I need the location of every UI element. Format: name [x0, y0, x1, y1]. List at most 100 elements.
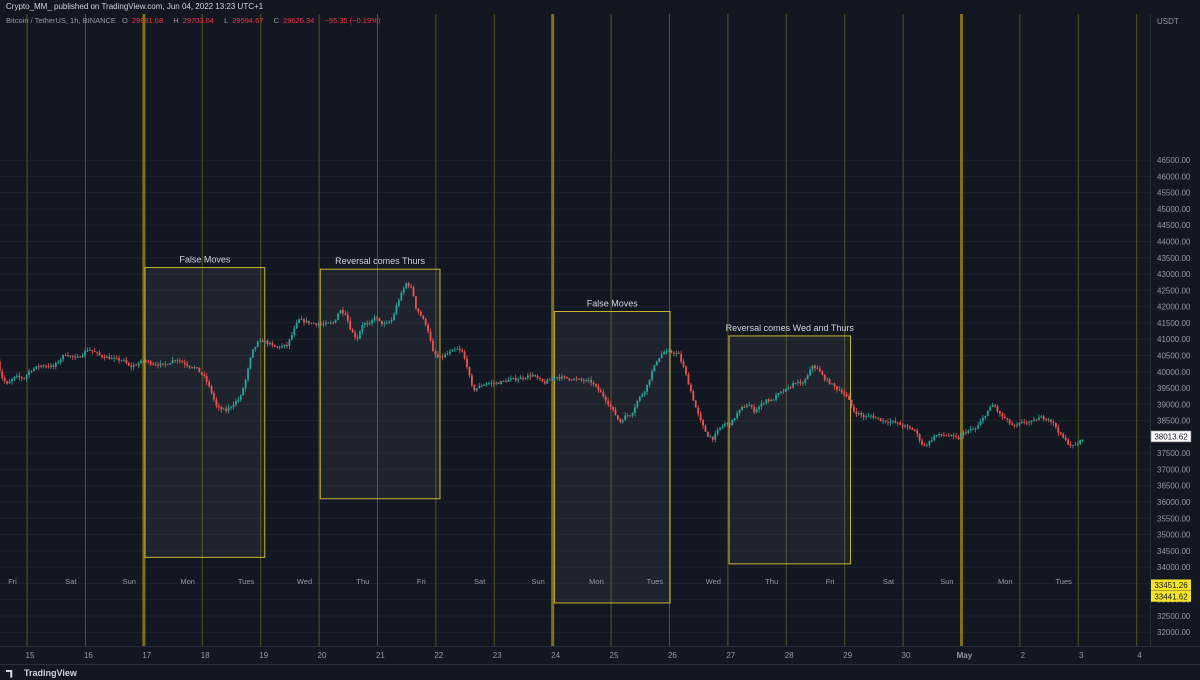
candle-body	[947, 435, 950, 437]
candle-body	[473, 385, 476, 391]
candle-body	[254, 346, 257, 350]
candle-body	[105, 356, 108, 359]
candle-body	[1045, 419, 1048, 421]
candle-body	[346, 314, 349, 321]
weekday-label: Mon	[589, 577, 604, 586]
candle-body	[3, 377, 6, 382]
time-axis[interactable]: 15 16 17 18 19 20 21 22 23 24 25 26 27 28 29 30 May 2 3 4	[0, 646, 1200, 661]
candle-body	[648, 379, 651, 385]
candle-body	[373, 317, 376, 320]
candle-body	[926, 444, 928, 446]
candle-body	[154, 364, 157, 366]
candle-body	[96, 352, 99, 353]
candle-body	[762, 402, 765, 404]
candle-body	[269, 343, 271, 345]
candle-body	[1023, 421, 1026, 423]
candle-body	[52, 365, 55, 367]
candle-body	[770, 399, 773, 401]
candle-body	[293, 328, 296, 335]
candle-body	[655, 361, 658, 366]
candle-body	[726, 423, 729, 424]
candle-body	[784, 388, 787, 392]
annotation-box[interactable]	[728, 335, 852, 565]
candle-body	[1035, 419, 1038, 421]
candle-body	[98, 352, 101, 356]
candle-body	[969, 429, 972, 431]
candle-body	[585, 379, 588, 381]
candle-body	[563, 376, 566, 378]
candle-body	[434, 351, 437, 355]
x-tick-label: 20	[318, 651, 327, 660]
candle-body	[646, 384, 648, 392]
annotation-box[interactable]	[553, 311, 671, 604]
candle-body	[93, 351, 96, 353]
candle-body	[54, 362, 57, 367]
candle-body	[220, 407, 223, 410]
candle-body	[848, 396, 850, 400]
candle-body	[814, 365, 816, 369]
candle-body	[307, 320, 310, 324]
weekday-label: Sun	[940, 577, 953, 586]
candle-body	[359, 331, 361, 339]
candle-body	[702, 420, 704, 426]
candle-body	[1025, 422, 1028, 424]
candle-body	[388, 321, 391, 324]
annotation-box[interactable]	[144, 267, 266, 558]
candle-body	[354, 332, 356, 338]
candle-body	[176, 360, 179, 362]
x-tick-label: 15	[26, 651, 35, 660]
y-tick-label: 42500.00	[1157, 286, 1191, 295]
candle-body	[497, 382, 500, 385]
candle-body	[699, 413, 702, 421]
candle-body	[169, 363, 172, 365]
candle-body	[453, 349, 456, 350]
candle-body	[144, 360, 147, 362]
candle-body	[996, 406, 999, 412]
candle-body	[1076, 444, 1079, 445]
candle-body	[361, 324, 364, 332]
candle-body	[981, 417, 984, 422]
candle-body	[298, 319, 301, 323]
candle-body	[125, 359, 128, 364]
tradingview-logo[interactable]: TradingView	[6, 668, 77, 678]
candle-body	[1079, 440, 1082, 445]
candle-body	[137, 363, 140, 366]
symbol-label[interactable]: Bitcoin / TetherUS, 1h, BINANCE	[6, 16, 116, 25]
candle-body	[904, 425, 906, 427]
candle-body	[351, 329, 354, 333]
candle-body	[1057, 427, 1060, 433]
candle-body	[28, 371, 30, 376]
candle-body	[317, 324, 320, 326]
candle-body	[120, 360, 123, 362]
candle-body	[692, 391, 695, 401]
candle-body	[680, 354, 683, 362]
annotation-box[interactable]	[319, 268, 441, 500]
candle-body	[71, 355, 74, 357]
candle-body	[305, 320, 308, 323]
candle-body	[753, 406, 756, 413]
candle-body	[638, 396, 641, 401]
candle-body	[1011, 423, 1013, 426]
candle-body	[694, 400, 697, 408]
candle-body	[950, 435, 953, 436]
candle-body	[865, 416, 867, 418]
candle-body	[590, 379, 593, 383]
candle-body	[833, 383, 836, 387]
candle-body	[259, 340, 262, 342]
candle-body	[393, 314, 395, 320]
candle-body	[531, 375, 534, 377]
candle-body	[91, 350, 94, 352]
x-tick-label: 29	[843, 651, 852, 660]
candle-body	[984, 415, 987, 418]
price-axis[interactable]: 32000.0032500.0033000.0033500.0034000.00…	[1150, 14, 1192, 646]
weekday-label: Fri	[826, 577, 835, 586]
candle-body	[609, 404, 612, 407]
candle-body	[400, 292, 403, 301]
x-tick-label: 2	[1021, 651, 1026, 660]
candle-body	[200, 372, 203, 375]
candle-body	[415, 296, 417, 309]
candle-body	[283, 344, 286, 347]
candle-body	[952, 435, 955, 437]
candle-body	[334, 319, 337, 323]
